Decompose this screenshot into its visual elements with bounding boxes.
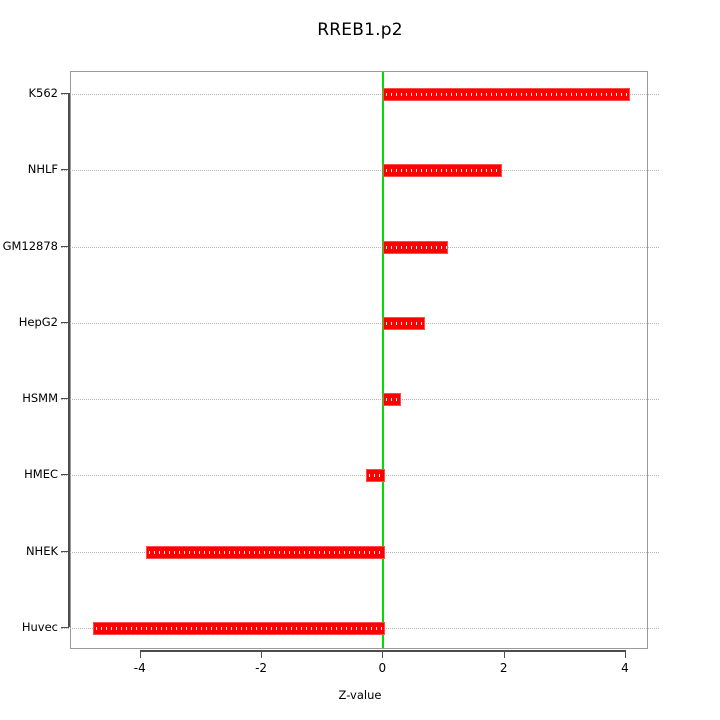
gridline	[61, 94, 659, 95]
y-axis-tick	[61, 550, 69, 552]
x-axis-tick-label: -2	[255, 661, 268, 675]
bar[interactable]	[383, 316, 426, 330]
y-axis-tick	[61, 398, 69, 400]
x-axis-tick-label: 0	[378, 661, 387, 675]
bar[interactable]	[145, 545, 386, 559]
y-axis-tick-label: K562	[28, 86, 59, 100]
y-axis-label-huvec: Huvec	[0, 620, 58, 634]
y-axis-label-nhek: NHEK	[0, 544, 58, 558]
y-axis-tick-label: NHEK	[25, 543, 58, 558]
y-axis-tick-label: HSMM	[22, 391, 58, 406]
x-axis-tick	[382, 650, 384, 658]
y-axis-label-hmec: HMEC	[0, 467, 58, 481]
y-axis-label-nhlf: NHLF	[0, 162, 58, 176]
y-axis-line	[68, 93, 70, 627]
bar[interactable]	[383, 240, 449, 254]
plot-panel	[61, 71, 659, 649]
gridline	[61, 399, 659, 401]
x-axis-title: Z-value	[338, 688, 382, 702]
x-axis-tick	[261, 650, 263, 658]
y-axis-tick-label: HepG2	[18, 314, 58, 329]
x-axis-tick	[139, 650, 141, 658]
x-axis-tick-label: 4	[621, 661, 629, 675]
x-axis-tick	[503, 650, 505, 658]
x-axis-tick-label: -4	[133, 661, 146, 675]
y-axis-label-k562: K562	[0, 86, 59, 100]
y-axis-tick	[61, 245, 69, 247]
y-axis-tick	[61, 169, 69, 171]
gridline	[61, 246, 659, 248]
x-axis-tick	[624, 650, 626, 658]
bar[interactable]	[92, 622, 386, 635]
y-axis-label-gm12878: GM12878	[0, 239, 58, 253]
y-axis-tick	[61, 474, 69, 476]
y-axis-tick	[61, 93, 69, 94]
x-axis-tick-label: 2	[499, 661, 508, 675]
y-axis-tick-label: HMEC	[24, 467, 58, 482]
bar[interactable]	[383, 393, 402, 407]
gridline	[61, 475, 659, 477]
y-axis-tick-label: GM12878	[2, 238, 58, 253]
y-axis-label-hsmm: HSMM	[0, 391, 58, 405]
bar[interactable]	[366, 469, 386, 483]
chart-title: RREB1.p2	[317, 20, 403, 40]
y-axis-tick	[61, 321, 69, 323]
y-axis-label-hepg2: HepG2	[0, 315, 58, 329]
bar[interactable]	[383, 164, 503, 178]
y-axis-tick-label: NHLF	[27, 162, 58, 177]
gridline	[61, 322, 659, 324]
zero-reference-line	[382, 72, 385, 648]
bar[interactable]	[383, 88, 630, 101]
y-axis-tick-label: Huvec	[21, 620, 58, 634]
x-axis-line	[139, 650, 625, 652]
y-axis-tick	[61, 627, 69, 628]
gridline	[61, 170, 659, 172]
